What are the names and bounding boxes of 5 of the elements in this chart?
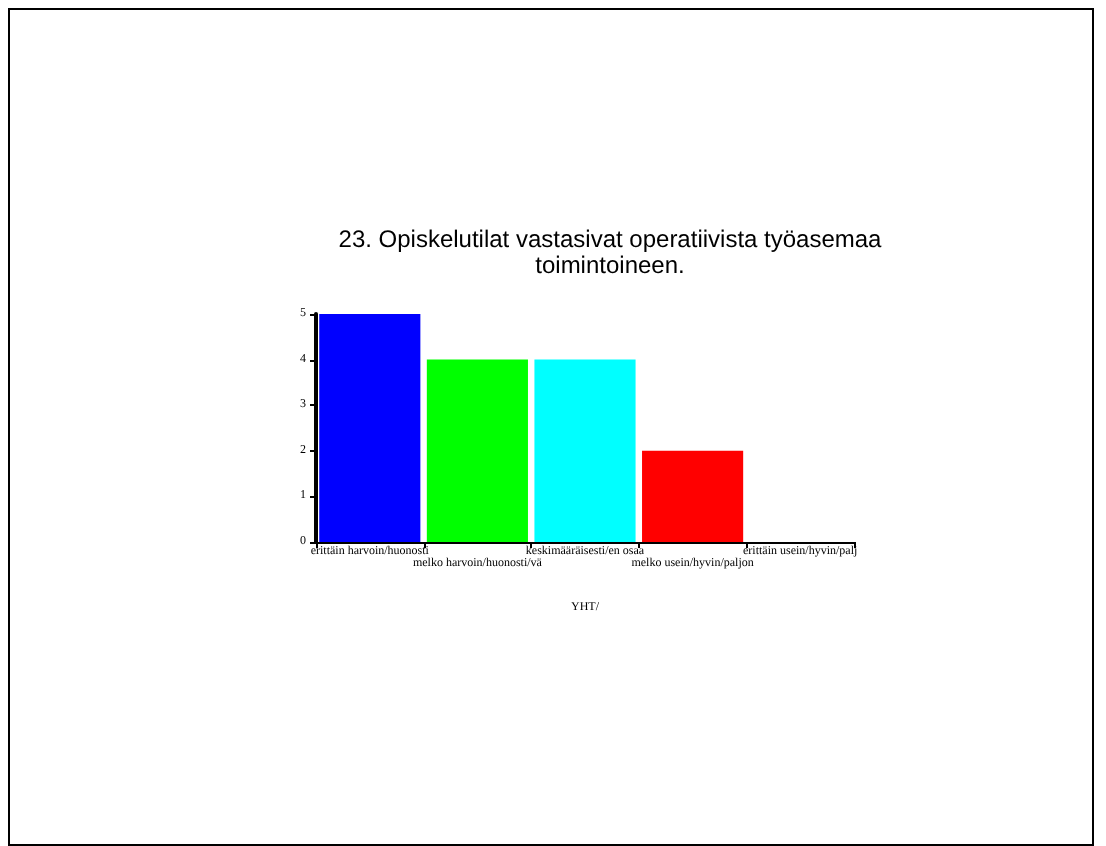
- bar: [642, 450, 744, 542]
- bar: [534, 359, 636, 542]
- bar: [319, 314, 421, 542]
- bar: [426, 359, 528, 542]
- chart-title: 23. Opiskelutilat vastasivat operatiivista työasemaa toimintoineen.: [338, 225, 883, 279]
